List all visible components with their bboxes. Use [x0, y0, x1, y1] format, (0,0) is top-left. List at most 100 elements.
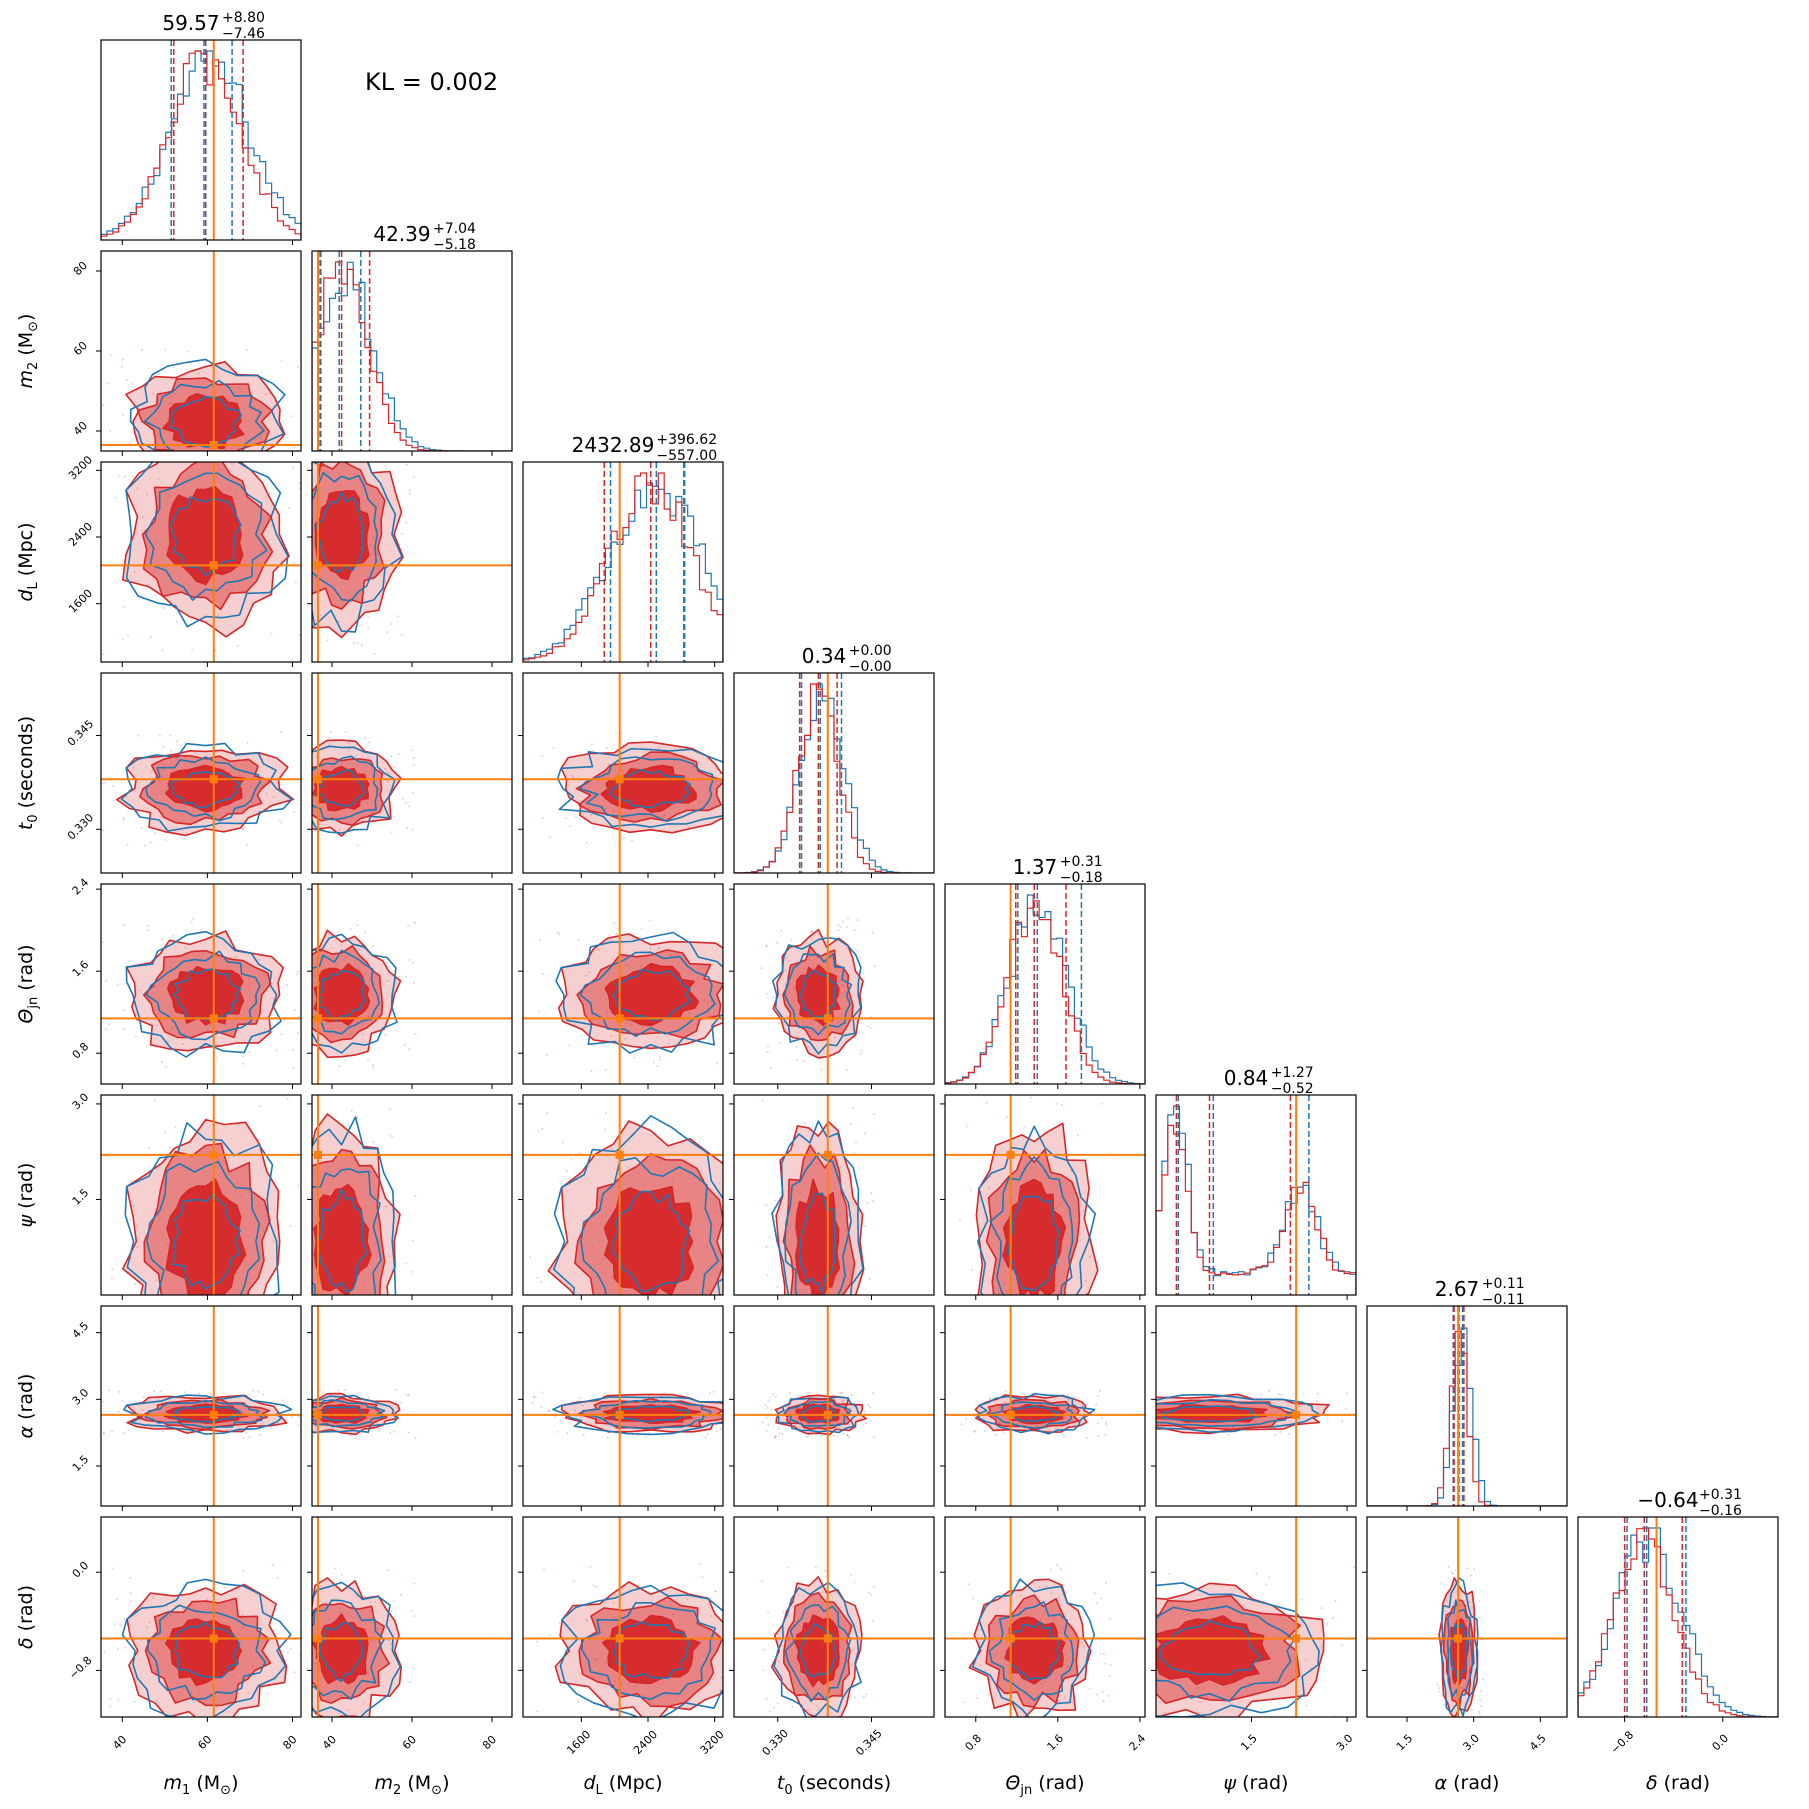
scatter-point [276, 1597, 278, 1599]
scatter-point [1042, 1612, 1045, 1614]
scatter-point [1029, 1334, 1031, 1336]
scatter-point [407, 924, 410, 927]
scatter-point [292, 1152, 294, 1154]
scatter-point [741, 1006, 743, 1008]
marginal-title-plus: +396.62 [656, 432, 717, 448]
scatter-point [795, 1058, 798, 1061]
scatter-point [988, 1186, 991, 1189]
contour-outer-b [1156, 1582, 1320, 1717]
y-axis-label-t0: t0 (seconds) [15, 716, 41, 830]
scatter-point [844, 1726, 846, 1728]
scatter-point [1280, 1415, 1283, 1418]
scatter-point [765, 992, 768, 995]
scatter-point [363, 931, 366, 934]
scatter-point [373, 652, 376, 655]
scatter-point [846, 1434, 848, 1437]
scatter-point [113, 1623, 116, 1626]
scatter-point [184, 951, 187, 954]
scatter-point [158, 372, 161, 375]
scatter-point [295, 514, 297, 516]
panel-frame [100, 1305, 302, 1507]
contour-inner-b [169, 396, 242, 448]
scatter-point [995, 1434, 998, 1437]
marginal-title-minus: −0.16 [1699, 1503, 1742, 1519]
scatter-point [153, 542, 156, 545]
scatter-point [289, 985, 291, 987]
scatter-point [800, 1338, 802, 1340]
scatter-point [592, 1584, 595, 1587]
panel-content [1156, 1517, 1356, 1717]
scatter-point [536, 1710, 539, 1713]
scatter-point [965, 1417, 968, 1420]
scatter-point [766, 1051, 769, 1053]
scatter-point [870, 1191, 873, 1194]
scatter-point [998, 1292, 1001, 1295]
scatter-point [242, 459, 244, 461]
panel-frame [944, 1094, 1146, 1296]
scatter-point [564, 1336, 566, 1338]
scatter-point [710, 1614, 713, 1617]
scatter-point [262, 1393, 265, 1396]
scatter-point [200, 1356, 202, 1358]
scatter-point [1297, 1405, 1300, 1408]
histogram-series-a [1367, 1330, 1567, 1506]
scatter-point [308, 455, 310, 457]
scatter-point [858, 1319, 860, 1321]
scatter-point [164, 1131, 167, 1134]
scatter-point [703, 1298, 705, 1300]
panel-delta-vs-dL: 1600 2400 3200 [518, 1516, 727, 1757]
scatter-point [411, 828, 414, 831]
scatter-point [1133, 1410, 1135, 1412]
scatter-point [856, 949, 859, 952]
scatter-point [761, 1580, 764, 1583]
scatter-point [175, 620, 178, 623]
contour-mid-b [312, 755, 379, 821]
scatter-point [118, 1092, 120, 1094]
scatter-point [807, 1435, 810, 1438]
panel-content [1133, 1306, 1356, 1506]
scatter-point [822, 1591, 825, 1594]
scatter-point [842, 1335, 844, 1337]
scatter-point [605, 1341, 607, 1343]
scatter-point [640, 965, 643, 967]
scatter-point [368, 1015, 371, 1018]
scatter-point [630, 1023, 632, 1026]
scatter-point [1022, 1314, 1024, 1316]
scatter-point [384, 1033, 387, 1036]
scatter-point [712, 1390, 715, 1393]
scatter-point [1197, 1686, 1200, 1689]
truth-marker [1292, 1634, 1301, 1643]
scatter-point [1096, 1602, 1099, 1605]
contour-mid-b [783, 953, 853, 1036]
scatter-point [1353, 1566, 1355, 1569]
scatter-point [1013, 1723, 1015, 1725]
scatter-point [542, 1568, 545, 1571]
axis-label-unit-subscript: ⊙ [431, 1783, 442, 1798]
scatter-point [206, 1598, 209, 1601]
scatter-point [865, 1693, 868, 1696]
panel-t0-vs-dL [518, 672, 724, 878]
scatter-point [413, 475, 415, 478]
scatter-point [102, 404, 105, 407]
scatter-point [597, 948, 600, 951]
scatter-point [414, 1033, 417, 1035]
scatter-point [109, 1698, 112, 1701]
scatter-point [287, 1359, 289, 1361]
scatter-point [265, 792, 268, 795]
scatter-point [776, 1286, 779, 1288]
scatter-point [765, 1416, 768, 1419]
scatter-point [130, 382, 133, 384]
scatter-point [302, 551, 304, 553]
scatter-point [299, 1361, 301, 1363]
scatter-point [1340, 1420, 1343, 1423]
scatter-point [585, 1618, 588, 1621]
scatter-point [770, 1408, 773, 1411]
scatter-point [1304, 1659, 1307, 1662]
scatter-point [308, 744, 310, 746]
scatter-point [1011, 1618, 1014, 1621]
scatter-point [1055, 1102, 1058, 1105]
y-tick-label: 1.6 [70, 958, 92, 980]
contour-outer-b [772, 936, 862, 1055]
scatter-point [231, 463, 234, 466]
scatter-point [985, 1102, 988, 1104]
